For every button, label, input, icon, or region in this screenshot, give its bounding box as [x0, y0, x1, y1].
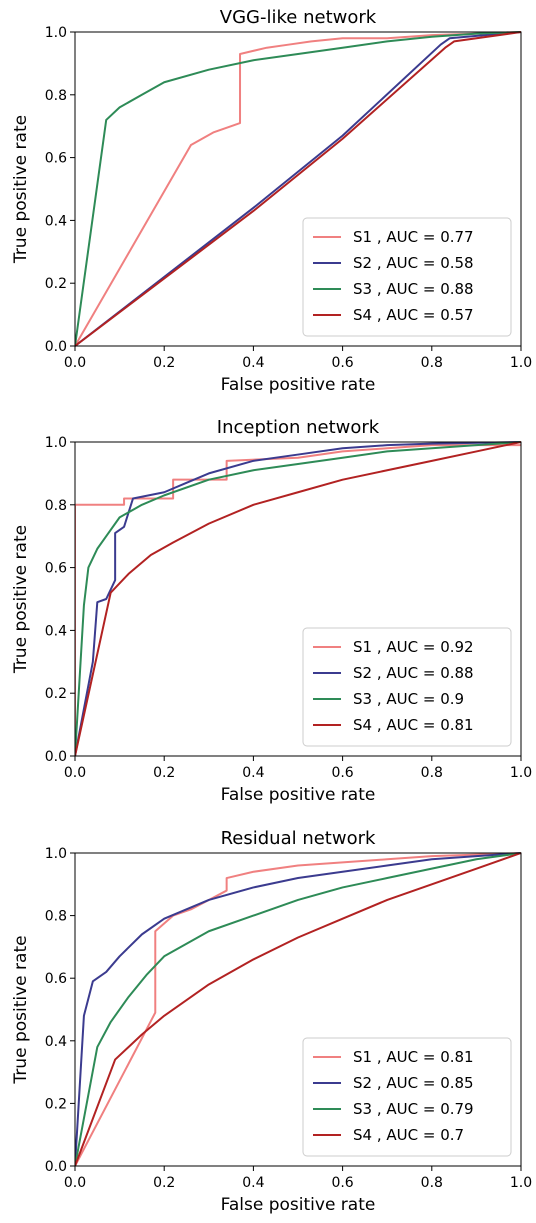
y-tick-label: 0.6	[45, 561, 67, 577]
legend: S1 , AUC = 0.92 S2 , AUC = 0.88 S3 , AUC =…	[302, 627, 512, 747]
x-tick-label: 0.4	[242, 765, 264, 781]
y-tick-label: 0.0	[45, 1159, 67, 1175]
y-tick-label: 1.0	[45, 846, 67, 862]
y-axis-label: True positive rate	[11, 935, 31, 1084]
series-line-s1	[75, 31, 521, 347]
chart-title: Inception network	[217, 417, 380, 438]
y-tick-label: 0.0	[45, 749, 67, 765]
legend-entry-s1: S1 , AUC = 0.81	[353, 1048, 474, 1066]
legend-entry-s3: S3 , AUC = 0.88	[353, 280, 474, 298]
x-tick-label: 0.2	[153, 355, 175, 371]
legend-entry-s1: S1 , AUC = 0.92	[353, 638, 474, 656]
x-tick-label: 0.4	[242, 355, 264, 371]
legend-box	[302, 627, 512, 747]
y-tick-label: 0.0	[45, 339, 67, 355]
series-line-s1	[75, 444, 521, 756]
y-tick-label: 0.4	[45, 213, 67, 229]
y-tick-label: 0.8	[45, 909, 67, 925]
y-tick-label: 0.8	[45, 498, 67, 514]
x-tick-label: 0.8	[421, 1175, 443, 1191]
legend-entry-s2: S2 , AUC = 0.58	[353, 254, 474, 272]
chart-panel-3: Residual network 0.0 0.2 0.4 0.6 0.8 1.0 0.0 0.2…	[11, 828, 532, 1215]
y-tick-label: 1.0	[45, 25, 67, 41]
legend-entry-s4: S4 , AUC = 0.7	[353, 1126, 464, 1144]
x-tick-label: 0.8	[421, 355, 443, 371]
legend-entry-s4: S4 , AUC = 0.57	[353, 306, 474, 324]
legend-entry-s3: S3 , AUC = 0.9	[353, 690, 464, 708]
legend: S1 , AUC = 0.77 S2 , AUC = 0.58 S3 , AUC =…	[302, 217, 512, 337]
legend-entry-s4: S4 , AUC = 0.81	[353, 716, 474, 734]
plot-frame	[74, 852, 522, 1167]
chart-panel-2: Inception network 0.0 0.2 0.4 0.6 0.8 1.0 0.0 0.…	[11, 417, 532, 805]
series-line-s2	[75, 852, 521, 1167]
x-axis-label: False positive rate	[221, 785, 376, 805]
chart-title: VGG-like network	[220, 7, 377, 28]
x-tick-label: 0.0	[64, 765, 86, 781]
series-line-s2	[75, 441, 521, 757]
series-line-s2	[75, 31, 521, 347]
series-line-s3	[75, 441, 521, 757]
y-tick-label: 0.4	[45, 1034, 67, 1050]
x-tick-label: 0.6	[331, 1175, 353, 1191]
legend-entry-s2: S2 , AUC = 0.85	[353, 1074, 474, 1092]
x-tick-label: 1.0	[510, 1175, 532, 1191]
x-tick-label: 0.6	[331, 765, 353, 781]
plot-frame	[74, 31, 522, 347]
x-tick-label: 0.0	[64, 355, 86, 371]
series-line-s3	[75, 852, 521, 1167]
series-line-s1	[75, 852, 521, 1167]
y-axis-label: True positive rate	[11, 525, 31, 674]
y-tick-label: 0.2	[45, 1096, 67, 1112]
y-axis-label: True positive rate	[11, 115, 31, 264]
y-tick-label: 1.0	[45, 435, 67, 451]
series-line-s4	[75, 852, 521, 1167]
legend-box	[302, 217, 512, 337]
y-tick-label: 0.4	[45, 623, 67, 639]
x-tick-label: 0.4	[242, 1175, 264, 1191]
y-tick-label: 0.2	[45, 686, 67, 702]
y-tick-label: 0.6	[45, 151, 67, 167]
plot-frame	[74, 441, 522, 757]
legend-entry-s3: S3 , AUC = 0.79	[353, 1100, 474, 1118]
y-tick-label: 0.6	[45, 971, 67, 987]
series-line-s3	[75, 31, 521, 347]
legend-entry-s1: S1 , AUC = 0.77	[353, 228, 474, 246]
series-line-s4	[75, 31, 521, 347]
y-tick-label: 0.8	[45, 88, 67, 104]
y-tick-label: 0.2	[45, 276, 67, 292]
chart-panel-1: VGG-like network 0.0 0.2 0.4 0.6 0.8 1.0 0.0 0.2…	[11, 7, 532, 395]
x-axis-label: False positive rate	[221, 1195, 376, 1215]
x-tick-label: 0.2	[153, 1175, 175, 1191]
x-tick-label: 0.2	[153, 765, 175, 781]
chart-title: Residual network	[221, 828, 376, 849]
legend-box	[302, 1037, 512, 1157]
series-line-s4	[75, 441, 521, 757]
x-tick-label: 0.6	[331, 355, 353, 371]
legend: S1 , AUC = 0.81 S2 , AUC = 0.85 S3 , AUC =…	[302, 1037, 512, 1157]
legend-entry-s2: S2 , AUC = 0.88	[353, 664, 474, 682]
x-axis-label: False positive rate	[221, 375, 376, 395]
x-tick-label: 1.0	[510, 355, 532, 371]
x-tick-label: 0.8	[421, 765, 443, 781]
x-tick-label: 0.0	[64, 1175, 86, 1191]
x-tick-label: 1.0	[510, 765, 532, 781]
